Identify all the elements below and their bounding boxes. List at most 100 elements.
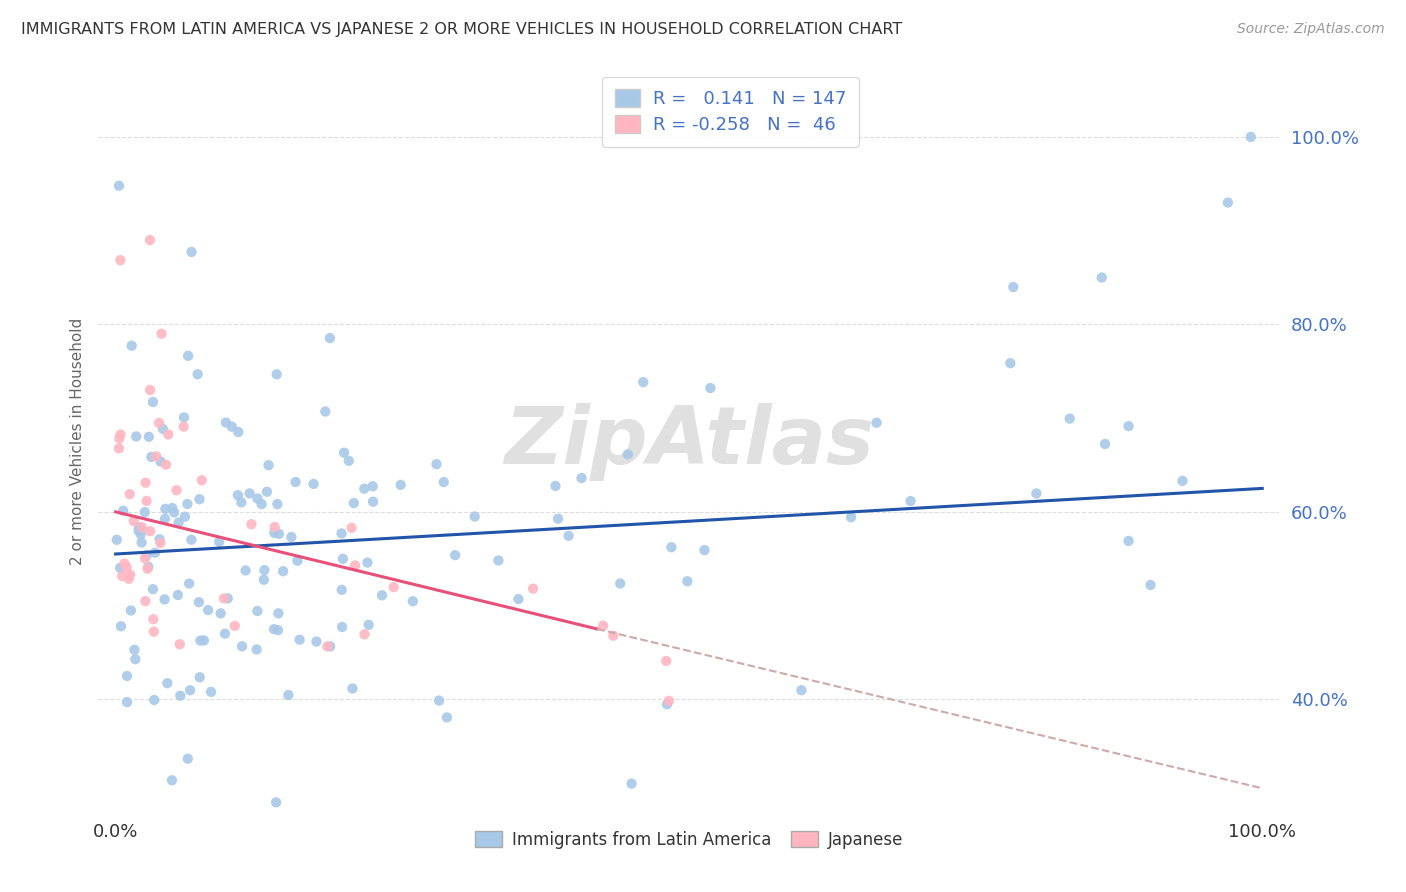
Point (1025, 486, 1047, 500)
Text: IMMIGRANTS FROM LATIN AMERICA VS JAPANESE 2 OR MORE VEHICLES IN HOUSEHOLD CORREL: IMMIGRANTS FROM LATIN AMERICA VS JAPANES… (21, 22, 903, 37)
Point (314, 404, 336, 418)
Point (124, 642, 146, 657)
Point (226, 488, 249, 502)
Point (134, 551, 156, 566)
Point (557, 529, 579, 543)
Point (187, 595, 209, 609)
Point (143, 546, 166, 560)
Point (1094, 437, 1116, 451)
Point (112, 557, 135, 571)
Point (134, 594, 156, 608)
Point (110, 427, 132, 442)
Point (174, 509, 197, 524)
Point (287, 554, 309, 568)
Point (139, 383, 162, 397)
Point (149, 536, 172, 550)
Point (179, 576, 201, 591)
Point (353, 482, 375, 496)
Point (169, 637, 191, 651)
Point (169, 689, 191, 703)
Point (382, 580, 405, 594)
Point (266, 368, 288, 382)
Point (425, 457, 447, 471)
Point (155, 501, 177, 516)
Point (319, 331, 342, 345)
Point (224, 619, 246, 633)
Point (344, 558, 367, 573)
Point (617, 447, 640, 461)
Point (464, 509, 486, 524)
Point (128, 524, 150, 538)
Point (257, 458, 280, 473)
Point (266, 497, 288, 511)
Point (120, 567, 142, 582)
Point (136, 562, 159, 576)
Point (111, 569, 134, 583)
Point (231, 640, 253, 654)
Point (115, 560, 138, 574)
Point (180, 244, 202, 259)
Point (1240, 130, 1263, 145)
Point (136, 559, 159, 574)
Point (131, 535, 153, 549)
Point (444, 548, 467, 562)
Point (167, 516, 190, 530)
Point (188, 492, 211, 507)
Point (166, 483, 188, 498)
Point (115, 669, 138, 683)
Point (152, 422, 174, 436)
Point (115, 695, 138, 709)
Point (253, 573, 276, 587)
Point (163, 505, 186, 519)
Point (436, 710, 458, 724)
Point (547, 512, 569, 526)
Point (122, 514, 145, 528)
Y-axis label: 2 or more Vehicles in Household: 2 or more Vehicles in Household (69, 318, 84, 566)
Point (353, 627, 375, 641)
Point (160, 773, 183, 788)
Point (110, 619, 132, 633)
Point (288, 632, 311, 647)
Point (343, 496, 366, 510)
Point (280, 530, 302, 544)
Point (173, 410, 195, 425)
Point (112, 504, 135, 518)
Point (240, 517, 263, 532)
Point (193, 633, 215, 648)
Point (356, 556, 378, 570)
Point (142, 612, 165, 626)
Point (699, 381, 721, 395)
Point (620, 776, 643, 790)
Point (128, 520, 150, 534)
Point (330, 526, 353, 541)
Point (208, 534, 231, 549)
Point (402, 594, 425, 608)
Point (900, 494, 922, 508)
Point (319, 640, 342, 654)
Point (177, 349, 200, 363)
Point (148, 416, 170, 430)
Point (142, 395, 165, 409)
Point (342, 681, 364, 696)
Point (142, 624, 165, 639)
Point (330, 620, 353, 634)
Point (1139, 578, 1161, 592)
Point (693, 543, 716, 558)
Point (263, 525, 285, 540)
Point (263, 520, 285, 534)
Point (177, 752, 200, 766)
Point (246, 642, 269, 657)
Legend: Immigrants from Latin America, Japanese: Immigrants from Latin America, Japanese (468, 824, 910, 855)
Point (179, 683, 201, 698)
Point (389, 478, 412, 492)
Point (135, 475, 157, 490)
Point (1091, 270, 1114, 285)
Point (264, 795, 287, 809)
Point (212, 591, 235, 606)
Point (239, 486, 262, 500)
Point (865, 416, 887, 430)
Point (176, 497, 198, 511)
Point (250, 497, 273, 511)
Point (221, 419, 243, 434)
Point (340, 521, 363, 535)
